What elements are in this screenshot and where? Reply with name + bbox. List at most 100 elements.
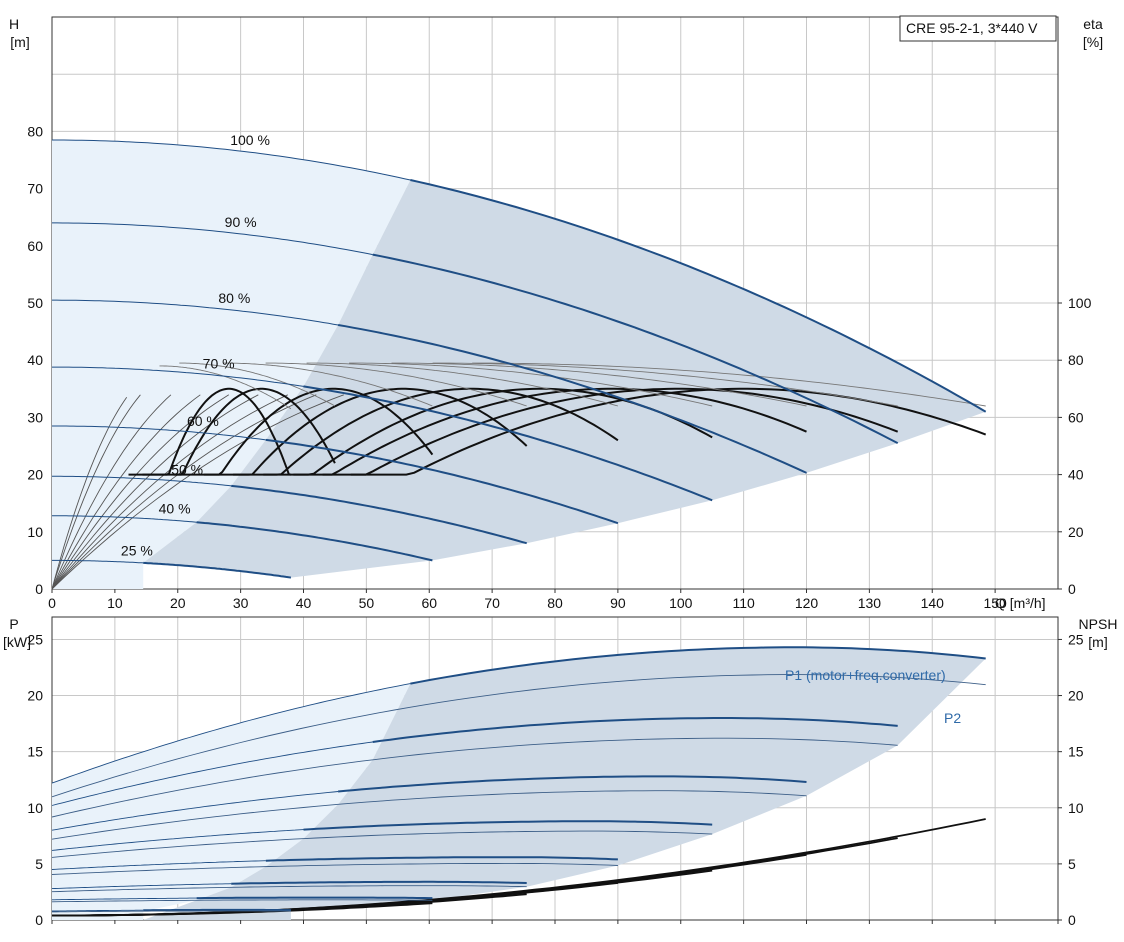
- x-tick-label: 0: [48, 595, 56, 611]
- x-tick-label: 130: [858, 595, 882, 611]
- power-tick-label: 15: [27, 744, 43, 760]
- speed-label: 60 %: [187, 413, 219, 429]
- p1-curve-thin: [51, 860, 266, 870]
- p2-series-label: P2: [944, 710, 961, 726]
- x-tick-label: 90: [610, 595, 626, 611]
- head-curve-thin: [52, 366, 304, 387]
- eta-curve-thin: [51, 394, 344, 590]
- speed-label: 100 %: [230, 132, 270, 148]
- x-tick-label: 60: [421, 595, 437, 611]
- head-curve-thin: [52, 425, 266, 441]
- x-tick-label: 50: [359, 595, 375, 611]
- eta-curve-bold: [322, 387, 899, 476]
- npsh-tick-label: 5: [1068, 856, 1076, 872]
- npsh-tick-label: 0: [1068, 912, 1076, 928]
- model-label: CRE 95-2-1, 3*440 V: [906, 20, 1038, 36]
- efficiency-curves: [51, 362, 987, 590]
- power-dark-region: [143, 647, 986, 920]
- head-curve-bold: [337, 324, 807, 474]
- head-curve-bold: [372, 253, 899, 444]
- p1-curve-thin: [51, 741, 373, 806]
- power-operating-region: [52, 647, 986, 920]
- npsh-axis-title: NPSH: [1079, 616, 1118, 632]
- head-axis-title: H: [9, 16, 19, 32]
- eta-curve-upper: [265, 362, 527, 407]
- head-tick-label: 40: [27, 352, 43, 368]
- head-curve-thin: [52, 139, 411, 181]
- p1-curve-thin: [51, 829, 304, 851]
- eta-tick-label: 0: [1068, 581, 1076, 597]
- eta-curve-bold: [233, 387, 619, 476]
- x-tick-label: 120: [795, 595, 819, 611]
- p1-curve-thin: [51, 883, 232, 890]
- power-tick-label: 5: [35, 856, 43, 872]
- eta-curve-thin: [51, 394, 259, 590]
- x-tick-label: 40: [296, 595, 312, 611]
- head-curve-bold: [303, 385, 713, 502]
- eta-curve-upper: [391, 362, 807, 407]
- x-tick-label: 70: [484, 595, 500, 611]
- npsh-axis-unit: [m]: [1088, 634, 1107, 650]
- speed-label: 80 %: [218, 290, 250, 306]
- npsh-tick-label: 25: [1068, 631, 1084, 647]
- power-tick-label: 0: [35, 912, 43, 928]
- p2-curve: [51, 674, 986, 798]
- head-panel-ticks: 0 10 20 30 40 50 60 70 80 90 100 110 120 130 140 150010…: [27, 123, 1091, 611]
- head-curves: [52, 139, 987, 579]
- p1-curve-thin: [52, 897, 197, 901]
- power-axis-title: P: [9, 616, 18, 632]
- eta-curve-thin: [51, 394, 141, 590]
- head-tick-label: 10: [27, 524, 43, 540]
- head-tick-label: 30: [27, 409, 43, 425]
- head-tick-label: 0: [35, 581, 43, 597]
- p2-curve: [51, 899, 433, 903]
- npsh-curve: [52, 902, 433, 917]
- speed-label: 40 %: [159, 500, 191, 516]
- head-curve-bold: [196, 521, 433, 562]
- eta-curve-upper: [349, 362, 713, 407]
- p1-curve-bold: [338, 775, 807, 793]
- x-tick-label: 100: [669, 595, 693, 611]
- eta-curve-upper: [179, 362, 336, 407]
- eta-tick-label: 80: [1068, 352, 1084, 368]
- p2-curve: [51, 737, 898, 818]
- speed-label: 70 %: [203, 356, 235, 372]
- eta-curve-upper: [472, 362, 986, 407]
- p1-series-label: P1 (motor+freq.converter): [785, 667, 946, 683]
- head-curve-thin: [52, 515, 197, 523]
- eta-curve-thin: [51, 394, 172, 590]
- npsh-tick-label: 15: [1068, 744, 1084, 760]
- eta-tick-label: 60: [1068, 409, 1084, 425]
- eta-curve-upper: [306, 362, 619, 407]
- x-tick-label: 150: [983, 595, 1007, 611]
- head-tick-label: 80: [27, 123, 43, 139]
- eta-axis-unit: [%]: [1083, 34, 1103, 50]
- power-axis-unit: [kW]: [3, 634, 31, 650]
- p1-curve-bold: [303, 820, 713, 831]
- p2-curve: [51, 790, 807, 840]
- x-tick-label: 140: [921, 595, 945, 611]
- x-tick-label: 10: [107, 595, 123, 611]
- x-tick-label: 110: [732, 595, 755, 611]
- p2-curve: [51, 885, 527, 893]
- head-curve-thin: [52, 475, 232, 487]
- power-light-region: [52, 683, 411, 920]
- p2-curve: [51, 830, 713, 858]
- head-axis-unit: [m]: [10, 34, 29, 50]
- p1-curve-bold: [231, 880, 527, 885]
- eta-tick-label: 40: [1068, 467, 1084, 483]
- eta-axis-title: eta: [1083, 16, 1103, 32]
- head-curve-bold: [231, 484, 527, 545]
- npsh-tick-label: 10: [1068, 800, 1084, 816]
- head-tick-label: 20: [27, 467, 43, 483]
- eta-curve-upper: [223, 362, 433, 407]
- head-curve-thin: [52, 559, 144, 564]
- x-tick-label: 30: [233, 595, 249, 611]
- p1-curve-bold: [372, 717, 898, 743]
- speed-labels: 100 % 90 % 80 % 70 % 60 % 50 % 40 % 25 %: [121, 132, 270, 558]
- eta-tick-label: 100: [1068, 295, 1092, 311]
- x-tick-label: 80: [547, 595, 563, 611]
- eta-curve-bold: [203, 387, 528, 476]
- head-curve-bold: [143, 561, 292, 579]
